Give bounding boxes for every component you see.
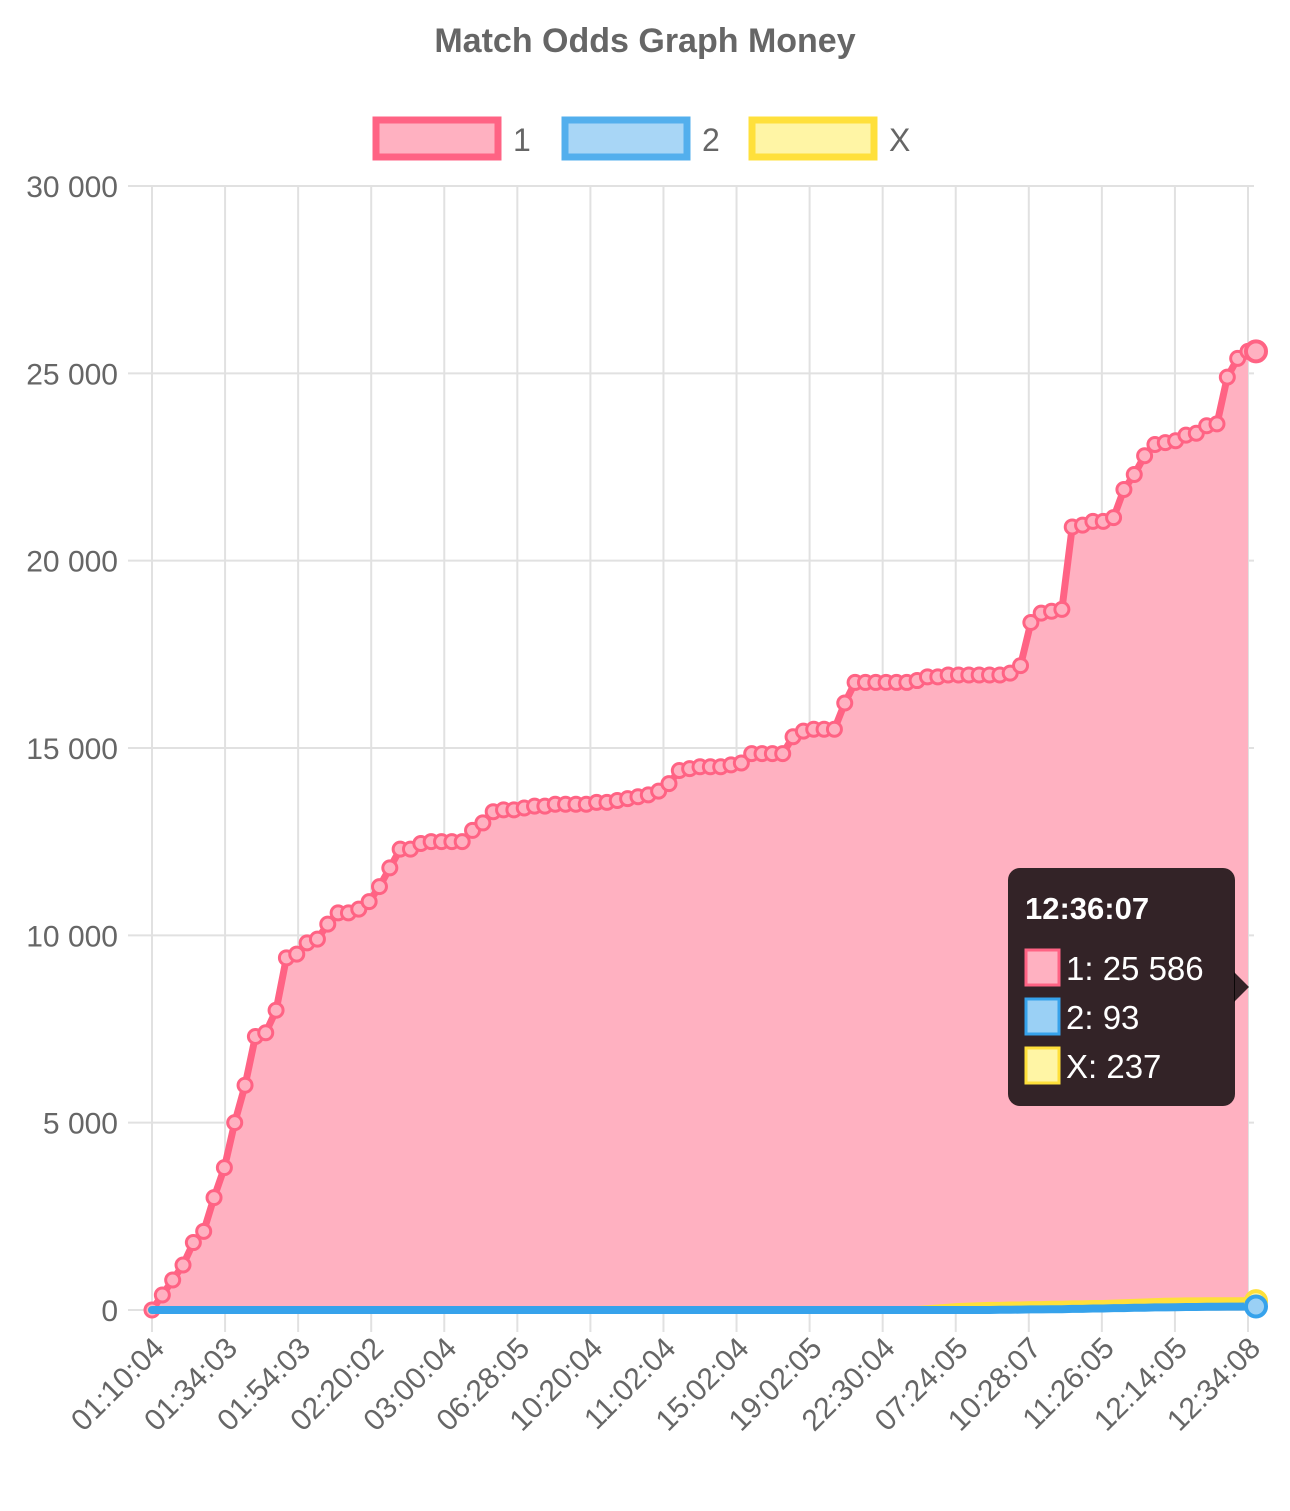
series-point-1 [153,1286,171,1304]
series-point-1 [195,1222,213,1240]
tooltip-title: 12:36:07 [1025,891,1149,926]
series-point-1 [205,1189,223,1207]
legend-label-1: 1 [513,122,531,158]
series-point-1 [257,1024,275,1042]
series-point-1 [319,915,337,933]
active-point-1 [1244,339,1268,364]
series-point-1 [308,930,326,948]
series-point-1 [1105,509,1123,527]
series-point-1 [184,1234,202,1252]
legend-swatch-x [748,116,878,161]
series-point-1 [236,1076,254,1094]
series-point-1 [288,945,306,963]
tooltip-swatch-x [1024,1046,1061,1085]
y-tick-label: 0 [101,1295,118,1328]
series-point-1 [267,1001,285,1019]
series-point-1 [381,859,399,877]
legend: 1 2 X [372,116,910,161]
tooltip: 12:36:07 1: 25 586 2: 93 X: 237 [1008,868,1249,1106]
active-point-2 [1244,1294,1268,1319]
series-point-1 [1053,600,1071,618]
series-point-1 [1012,657,1030,675]
series-point-1 [1208,415,1226,433]
series-point-1 [774,745,792,763]
series-point-1 [474,814,492,832]
y-tick-label: 5 000 [43,1108,118,1141]
series-point-1 [164,1271,182,1289]
x-axis: 01:10:0401:34:0301:54:0302:20:0203:00:04… [65,1332,1267,1438]
legend-item-2[interactable]: 2 [561,116,720,161]
tooltip-box [1008,868,1235,1106]
series-point-1 [1218,368,1236,386]
legend-swatch-1 [372,116,502,161]
series-point-1 [453,833,471,851]
series-point-1 [226,1114,244,1132]
y-tick-label: 25 000 [26,358,118,391]
series-point-1 [1115,480,1133,498]
legend-label-2: 2 [702,122,720,158]
series-point-1 [825,720,843,738]
series-area-1 [152,351,1248,1310]
y-tick-label: 10 000 [26,920,118,953]
series-point-1 [215,1159,233,1177]
series-point-1 [836,694,854,712]
y-tick-label: 30 000 [26,171,118,204]
series-point-1 [1022,613,1040,631]
series-line-2 [148,1302,1252,1314]
legend-item-x[interactable]: X [748,116,910,161]
y-tick-label: 15 000 [26,733,118,766]
series-point-1 [174,1256,192,1274]
series-point-1 [660,775,678,793]
chart-title: Match Odds Graph Money [434,22,855,60]
y-axis: 30 000 25 000 20 000 15 000 10 000 5 000 0 [26,171,118,1328]
tooltip-swatch-2 [1024,997,1061,1036]
tooltip-line-x: X: 237 [1066,1048,1161,1085]
plot-area [143,339,1268,1319]
tooltip-line-2: 2: 93 [1066,999,1139,1036]
legend-swatch-2 [561,116,691,161]
y-tick-label: 20 000 [26,546,118,579]
series-point-1 [360,893,378,911]
tooltip-caret [1234,972,1249,1002]
tooltip-line-1: 1: 25 586 [1066,950,1204,987]
legend-item-1[interactable]: 1 [372,116,531,161]
series-point-1 [370,878,388,896]
legend-label-x: X [889,122,910,158]
tooltip-swatch-1 [1024,948,1061,987]
series-point-1 [732,754,750,772]
series-point-1 [1136,447,1154,465]
series-point-1 [1125,465,1143,483]
